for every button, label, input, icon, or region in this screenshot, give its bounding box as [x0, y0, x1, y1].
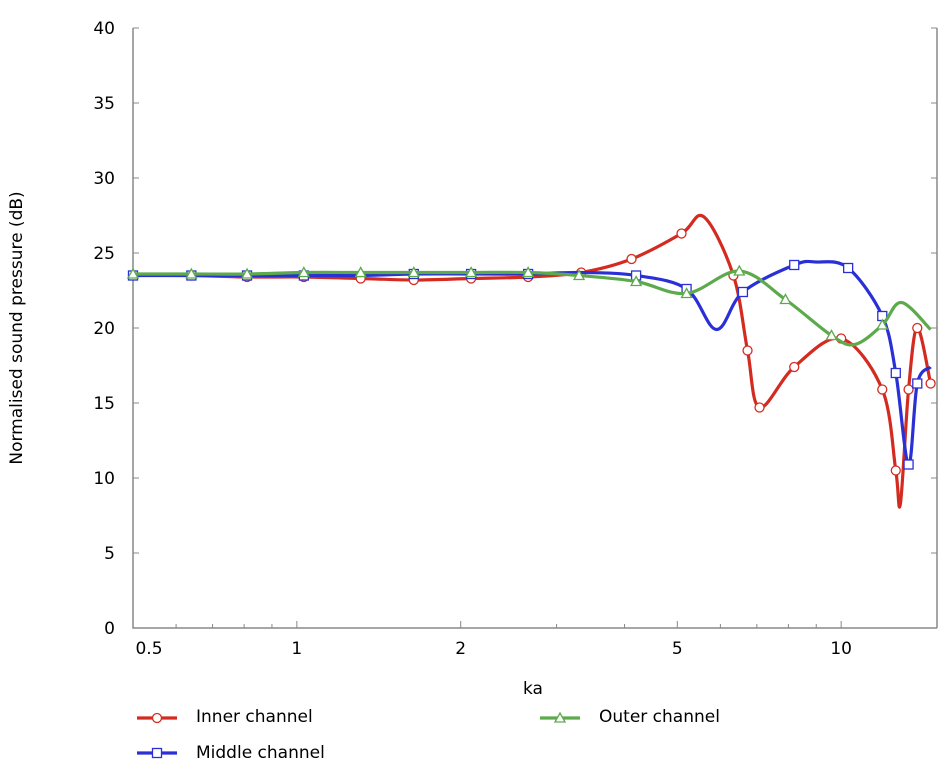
- data-point-outer-channel: [876, 318, 889, 330]
- y-tick-label: 40: [93, 19, 115, 39]
- data-point-inner-channel: [925, 378, 936, 389]
- x-axis-title: ka: [523, 679, 543, 699]
- series-line-inner-channel: [132, 213, 933, 509]
- x-tick-label: 10: [830, 639, 852, 659]
- legend-marker-outer-channel-icon: [553, 711, 567, 723]
- data-point-inner-channel: [676, 228, 687, 239]
- data-point-outer-channel: [779, 293, 792, 305]
- data-point-outer-channel: [522, 266, 535, 278]
- data-point-inner-channel: [912, 322, 923, 334]
- y-tick-label: 15: [93, 394, 115, 414]
- data-point-outer-channel: [240, 267, 254, 279]
- data-point-inner-channel: [742, 345, 753, 356]
- data-point-middle-channel: [903, 459, 914, 470]
- y-tick-label: 0: [104, 619, 115, 639]
- series-middle-channel: [127, 259, 932, 470]
- data-point-middle-channel: [789, 259, 800, 271]
- legend-marker-middle-channel-icon: [151, 747, 163, 759]
- legend-marker-inner-channel-icon: [151, 712, 163, 724]
- data-point-inner-channel: [789, 361, 800, 373]
- x-tick-label: 0.5: [135, 639, 162, 659]
- y-tick-label: 10: [93, 469, 115, 489]
- data-point-inner-channel: [903, 384, 914, 395]
- legend-label-outer: Outer channel: [599, 707, 720, 727]
- data-point-outer-channel: [825, 329, 838, 341]
- data-point-outer-channel: [629, 275, 643, 287]
- data-point-middle-channel: [890, 367, 901, 379]
- data-point-outer-channel: [126, 267, 140, 279]
- x-tick-label: 1: [291, 639, 302, 659]
- legend: Inner channel Middle channel Outer chann…: [137, 707, 720, 763]
- x-tick-label: 2: [455, 639, 466, 659]
- data-point-outer-channel: [185, 267, 198, 279]
- x-tick-label: 5: [672, 639, 683, 659]
- data-point-outer-channel: [733, 264, 746, 276]
- axis-frame: [132, 28, 938, 629]
- data-point-outer-channel: [407, 266, 420, 278]
- series-inner-channel: [127, 213, 936, 509]
- data-point-outer-channel: [680, 287, 693, 299]
- series-line-outer-channel: [132, 269, 932, 347]
- y-axis-title: Normalised sound pressure (dB): [7, 191, 27, 464]
- series-lines: [126, 213, 936, 509]
- data-point-outer-channel: [297, 266, 310, 278]
- legend-label-middle: Middle channel: [196, 743, 325, 763]
- data-point-middle-channel: [737, 286, 749, 298]
- data-point-outer-channel: [465, 266, 478, 278]
- legend-label-inner: Inner channel: [196, 707, 313, 727]
- data-point-inner-channel: [754, 402, 765, 413]
- data-point-inner-channel: [877, 384, 888, 395]
- y-tick-label: 25: [93, 244, 115, 264]
- data-point-outer-channel: [572, 269, 586, 281]
- y-tick-label: 35: [93, 94, 115, 114]
- data-point-middle-channel: [912, 378, 923, 389]
- data-point-inner-channel: [626, 253, 637, 265]
- data-point-middle-channel: [842, 262, 854, 274]
- y-tick-label: 20: [93, 319, 115, 339]
- data-point-inner-channel: [890, 465, 901, 476]
- data-point-outer-channel: [354, 266, 367, 278]
- series-outer-channel: [126, 264, 932, 347]
- y-tick-label: 5: [104, 544, 115, 564]
- y-tick-label: 30: [93, 169, 115, 189]
- series-line-middle-channel: [133, 259, 932, 467]
